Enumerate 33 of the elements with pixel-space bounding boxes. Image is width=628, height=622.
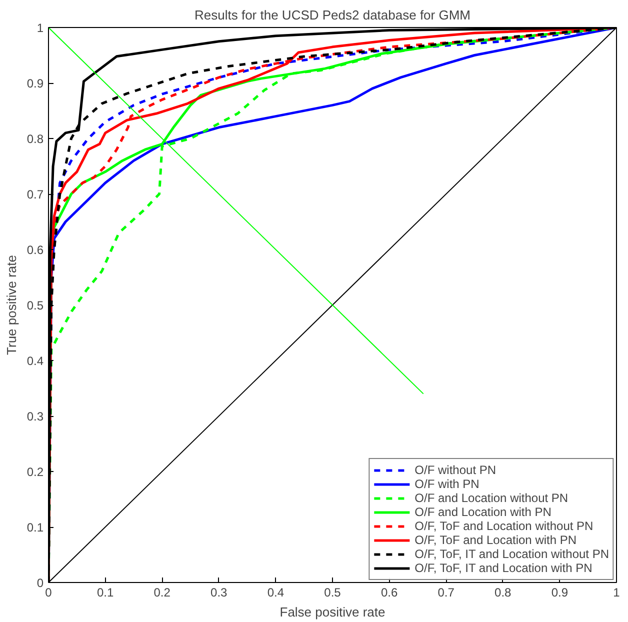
x-tick-label: 0.4: [267, 586, 284, 600]
y-axis-title: True positive rate: [4, 255, 19, 355]
y-tick-label: 0.1: [26, 520, 44, 534]
legend-label: O/F with PN: [414, 477, 480, 491]
legend-label: O/F, ToF and Location with PN: [414, 533, 577, 547]
y-tick-label: 0.9: [26, 76, 44, 90]
y-tick-label: 0.5: [26, 298, 44, 312]
x-tick-label: 0.6: [380, 586, 398, 600]
x-tick-label: 0.7: [438, 586, 455, 600]
x-tick-label: 0: [45, 586, 52, 600]
x-tick-label: 0.8: [494, 586, 512, 600]
x-axis-title: False positive rate: [280, 604, 386, 620]
y-tick-label: 0.4: [26, 354, 44, 368]
x-tick-label: 0.9: [551, 586, 568, 600]
legend-label: O/F and Location with PN: [414, 505, 552, 519]
x-tick-label: 1: [613, 586, 620, 600]
y-tick-label: 0: [36, 576, 44, 590]
y-tick-label: 0.8: [26, 132, 44, 146]
legend-label: O/F and Location without PN: [414, 491, 568, 505]
y-tick-label: 0.2: [26, 465, 44, 479]
chart-title: Results for the UCSD Peds2 database for GMM: [194, 8, 471, 22]
x-tick-label: 0.5: [324, 586, 342, 600]
x-tick-label: 0.1: [96, 586, 114, 600]
legend-label: O/F, ToF, IT and Location with PN: [414, 561, 592, 575]
y-tick-label: 0.7: [26, 188, 44, 202]
legend-label: O/F, ToF and Location without PN: [414, 519, 594, 533]
legend-label: O/F without PN: [414, 463, 496, 477]
legend-label: O/F, ToF, IT and Location without PN: [414, 547, 609, 561]
y-tick-label: 0.6: [26, 243, 44, 257]
x-tick-label: 0.3: [210, 586, 228, 600]
y-tick-label: 1: [36, 21, 44, 35]
x-tick-label: 0.2: [154, 586, 171, 600]
y-tick-label: 0.3: [26, 410, 44, 424]
